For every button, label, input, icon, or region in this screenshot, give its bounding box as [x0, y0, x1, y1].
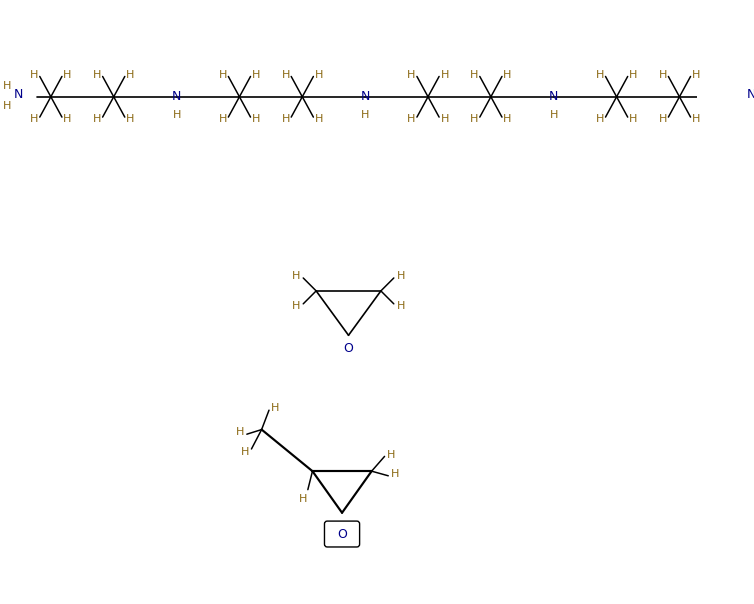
Text: H: H [93, 69, 101, 80]
Text: H: H [126, 69, 134, 80]
Text: H: H [692, 114, 700, 124]
Text: H: H [219, 69, 227, 80]
FancyBboxPatch shape [324, 521, 360, 547]
Text: H: H [63, 69, 72, 80]
Text: H: H [30, 114, 38, 124]
Text: H: H [271, 403, 280, 413]
Text: H: H [629, 114, 637, 124]
Text: H: H [219, 114, 227, 124]
Text: H: H [299, 494, 308, 504]
Text: H: H [241, 447, 249, 457]
Text: H: H [292, 301, 300, 310]
Text: H: H [440, 114, 449, 124]
Text: H: H [361, 111, 369, 120]
Text: O: O [344, 342, 354, 355]
Text: H: H [292, 271, 300, 281]
Text: N: N [172, 90, 181, 103]
Text: N: N [360, 90, 370, 103]
Text: H: H [550, 111, 558, 120]
Text: H: H [407, 69, 415, 80]
Text: H: H [173, 111, 181, 120]
Text: H: H [596, 114, 604, 124]
Text: H: H [659, 114, 667, 124]
Text: H: H [596, 69, 604, 80]
Text: H: H [659, 69, 667, 80]
Text: H: H [281, 114, 290, 124]
Text: O: O [337, 527, 347, 541]
Text: N: N [14, 88, 23, 101]
Text: H: H [63, 114, 72, 124]
Text: H: H [252, 69, 260, 80]
Text: H: H [397, 301, 406, 310]
Text: H: H [314, 69, 323, 80]
Text: H: H [391, 469, 399, 479]
Text: H: H [314, 114, 323, 124]
Text: N: N [747, 88, 754, 101]
Text: H: H [281, 69, 290, 80]
Text: H: H [692, 69, 700, 80]
Text: H: H [504, 69, 512, 80]
Text: H: H [407, 114, 415, 124]
Text: H: H [126, 114, 134, 124]
Text: H: H [470, 114, 479, 124]
Text: H: H [629, 69, 637, 80]
Text: H: H [470, 69, 479, 80]
Text: H: H [440, 69, 449, 80]
Text: H: H [3, 101, 11, 111]
Text: H: H [387, 449, 395, 460]
Text: H: H [30, 69, 38, 80]
Text: H: H [252, 114, 260, 124]
Text: H: H [504, 114, 512, 124]
Text: H: H [236, 428, 244, 437]
Text: H: H [397, 271, 406, 281]
Text: H: H [3, 81, 11, 91]
Text: N: N [549, 90, 559, 103]
Text: H: H [93, 114, 101, 124]
